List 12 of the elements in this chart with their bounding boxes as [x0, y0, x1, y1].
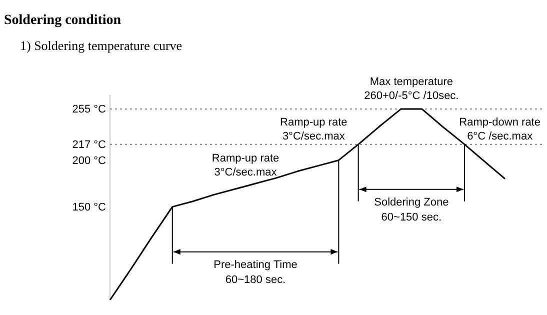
annotation: Soldering Zone 60~150 sec. [374, 196, 449, 224]
annotation: Ramp-up rate 3°C/sec.max [212, 152, 280, 179]
annotation: Ramp-up rate 3°C/sec.max [280, 116, 348, 142]
y-tick-label: 150 °C [72, 201, 106, 214]
y-tick-label: 217 °C [72, 138, 106, 151]
y-tick-label: 255 °C [72, 103, 106, 116]
annotation: Max temperature 260+0/-5°C /10sec. [364, 76, 459, 102]
chart-subtitle: 1) Soldering temperature curve [20, 38, 182, 53]
y-tick-label: 200 °C [72, 154, 106, 167]
annotation: Ramp-down rate 6°C /sec.max [459, 116, 541, 142]
annotation: Pre-heating Time 60~180 sec. [214, 258, 298, 286]
chart-title: Soldering condition [4, 13, 122, 28]
